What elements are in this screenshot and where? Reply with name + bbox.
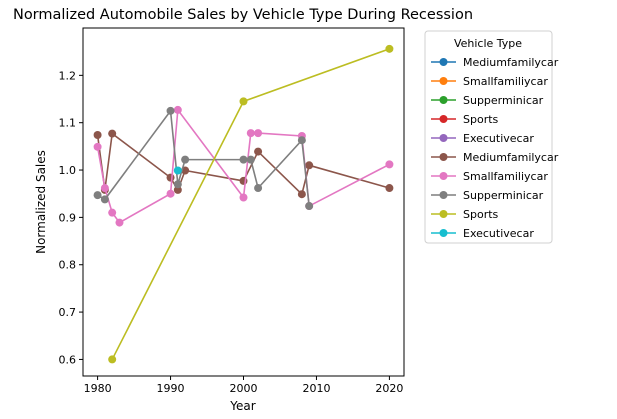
data-point: [239, 155, 248, 164]
data-point: [239, 193, 248, 202]
legend-item: Smallfamiliycar: [431, 170, 548, 183]
legend-items: Mediumfamilycar Smallfamiliycar Suppermini…: [431, 56, 559, 240]
data-point: [305, 202, 314, 211]
legend-item: Sports: [431, 113, 499, 126]
data-point: [305, 161, 314, 170]
data-point: [93, 191, 102, 200]
data-point: [297, 190, 306, 199]
plot-area: [83, 28, 404, 376]
legend-label: Mediumfamilycar: [463, 56, 559, 69]
x-tick-label: 2000: [230, 382, 258, 395]
x-axis-label: Year: [229, 399, 255, 413]
legend-item: Executivecar: [431, 132, 534, 145]
data-point: [297, 136, 306, 145]
legend-title: Vehicle Type: [454, 37, 522, 50]
x-tick-label: 2020: [375, 382, 403, 395]
legend-label: Executivecar: [463, 227, 534, 240]
legend-swatch-marker: [439, 134, 448, 142]
legend-swatch-marker: [439, 153, 448, 161]
data-point: [93, 142, 102, 151]
y-tick-label: 1.0: [59, 164, 77, 177]
data-point: [254, 147, 263, 156]
legend-item: Mediumfamilycar: [431, 151, 559, 164]
legend-item: Mediumfamilycar: [431, 56, 559, 69]
data-point: [166, 106, 175, 115]
legend-item: Smallfamiliycar: [431, 75, 548, 88]
legend-label: Supperminicar: [463, 189, 544, 202]
data-point: [254, 129, 263, 138]
y-tick-label: 0.7: [59, 306, 77, 319]
data-point: [166, 189, 175, 198]
legend-swatch-marker: [439, 77, 448, 85]
legend-item: Executivecar: [431, 227, 534, 240]
legend-label: Supperminicar: [463, 94, 544, 107]
data-point: [385, 160, 394, 169]
data-point: [173, 180, 182, 189]
legend: Vehicle Type Mediumfamilycar Smallfamiliy…: [424, 30, 559, 244]
legend-label: Executivecar: [463, 132, 534, 145]
legend-swatch-marker: [439, 191, 448, 199]
legend-swatch-marker: [439, 58, 448, 66]
data-point: [385, 44, 394, 53]
data-point: [254, 184, 263, 193]
data-point: [173, 105, 182, 114]
data-point: [239, 97, 248, 106]
series-8: [108, 44, 394, 364]
x-axis-ticks: 1980 1990 2000 2010 2020: [84, 376, 403, 395]
data-point: [108, 129, 117, 138]
data-point: [108, 355, 117, 364]
y-tick-label: 0.9: [59, 211, 77, 224]
chart-title: Normalized Automobile Sales by Vehicle T…: [13, 7, 473, 23]
data-point: [385, 184, 394, 193]
y-tick-label: 0.8: [59, 259, 77, 272]
legend-swatch-marker: [439, 229, 448, 237]
legend-label: Sports: [463, 208, 499, 221]
data-point: [115, 218, 124, 227]
legend-label: Smallfamiliycar: [463, 170, 548, 183]
x-tick-label: 1990: [157, 382, 185, 395]
legend-box: [424, 30, 553, 244]
y-axis-label: Normalized Sales: [34, 150, 48, 254]
data-point: [246, 129, 255, 138]
y-tick-label: 1.2: [59, 69, 77, 82]
legend-item: Sports: [431, 208, 499, 221]
legend-swatch-marker: [439, 210, 448, 218]
y-tick-label: 0.6: [59, 353, 77, 366]
data-point: [181, 155, 190, 164]
data-point: [173, 166, 182, 175]
y-tick-label: 1.1: [59, 117, 77, 130]
legend-swatch-marker: [439, 96, 448, 104]
series-9: [173, 166, 182, 175]
legend-item: Supperminicar: [431, 189, 544, 202]
data-point: [100, 195, 109, 204]
legend-label: Smallfamiliycar: [463, 75, 548, 88]
legend-item: Supperminicar: [431, 94, 544, 107]
x-tick-label: 2010: [302, 382, 330, 395]
series-5: [93, 129, 394, 199]
legend-swatch-marker: [439, 115, 448, 123]
legend-swatch-marker: [439, 172, 448, 180]
legend-label: Sports: [463, 113, 499, 126]
y-axis-ticks: 0.6 0.7 0.8 0.9 1.0 1.1 1.2: [59, 69, 83, 366]
data-point: [166, 173, 175, 182]
legend-label: Mediumfamilycar: [463, 151, 559, 164]
data-point: [173, 185, 182, 194]
x-tick-label: 1980: [84, 382, 112, 395]
data-point: [93, 131, 102, 140]
data-point: [100, 184, 109, 193]
data-point: [108, 208, 117, 217]
data-point: [246, 155, 255, 164]
series-layer: [93, 44, 394, 364]
